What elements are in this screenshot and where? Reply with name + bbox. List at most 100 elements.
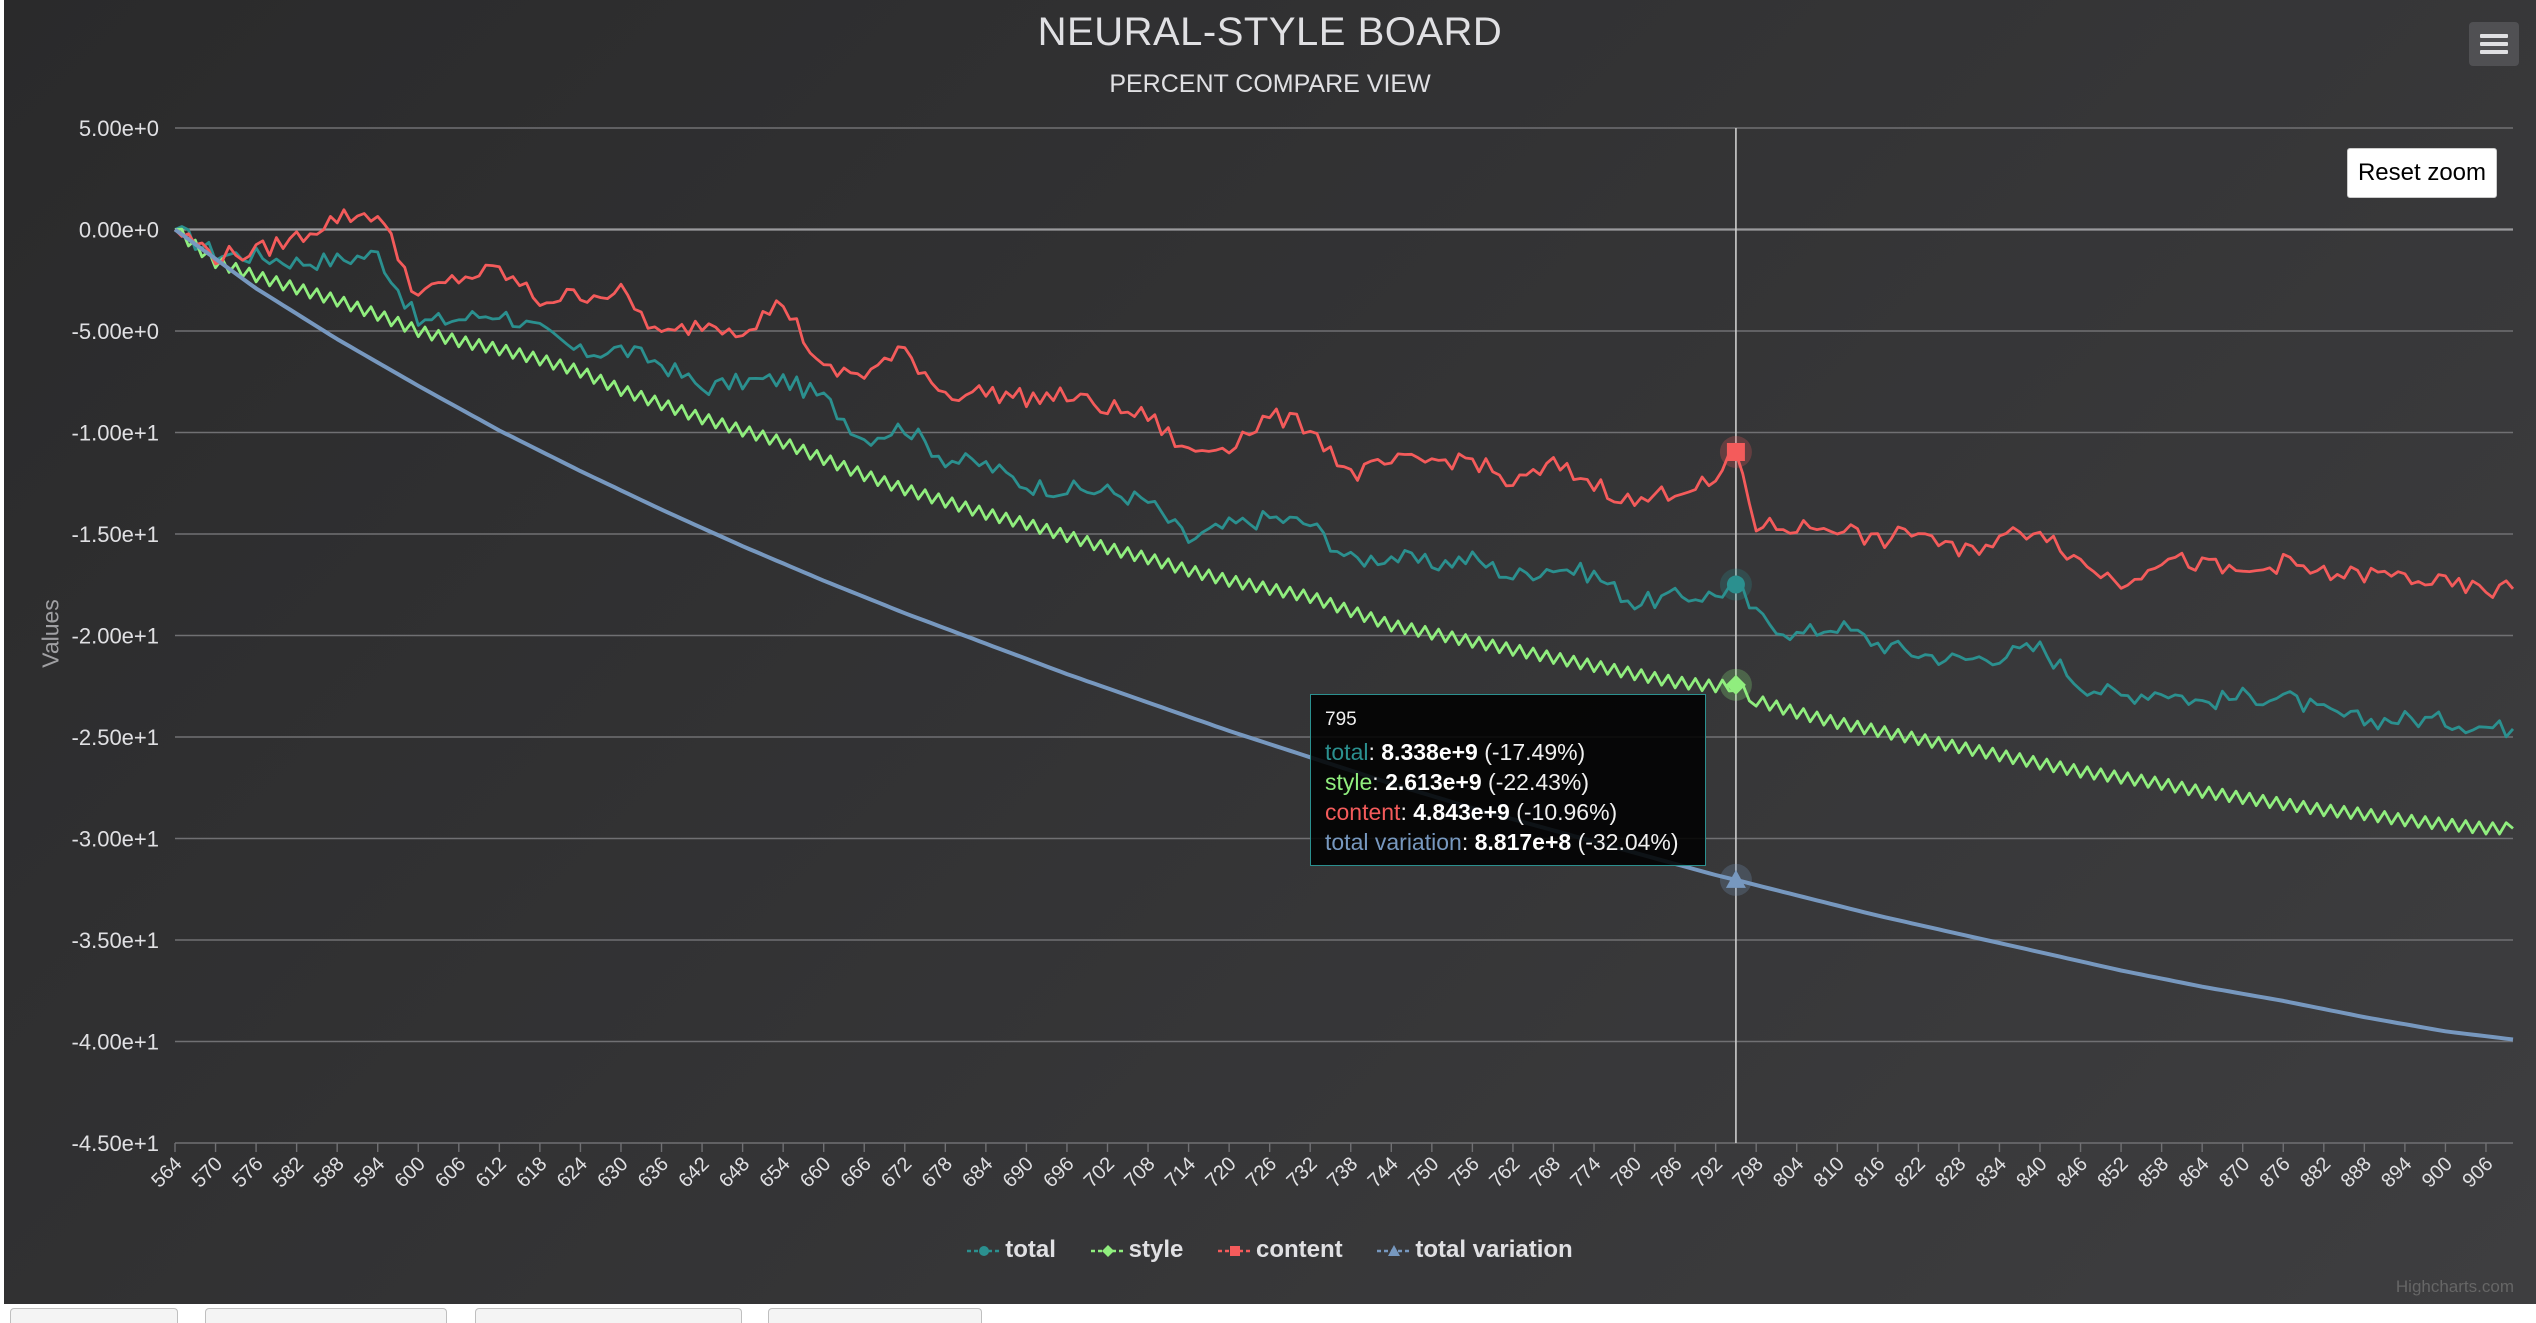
x-tick-label: 576 — [228, 1153, 267, 1192]
legend-item-total[interactable]: total — [967, 1236, 1056, 1264]
x-tick-label: 762 — [1485, 1153, 1524, 1192]
x-tick-label: 618 — [512, 1153, 551, 1192]
x-tick-label: 870 — [2215, 1153, 2254, 1192]
x-tick-label: 654 — [756, 1153, 795, 1192]
y-axis-title: Values — [37, 599, 64, 668]
legend-label: content — [1256, 1236, 1343, 1263]
tooltip-row-style: style: 2.613e+9 (-22.43%) — [1325, 769, 1590, 795]
tooltip-value: 8.817e+8 — [1474, 829, 1572, 855]
x-tick-label: 630 — [593, 1153, 632, 1192]
y-tick-label: -1.00e+1 — [72, 421, 159, 446]
tooltip-value: 8.338e+9 — [1381, 739, 1478, 765]
y-tick-label: -4.50e+1 — [72, 1131, 159, 1156]
series-line-style — [174, 227, 2514, 836]
chart-subtitle: PERCENT COMPARE VIEW — [1109, 70, 1431, 98]
triangle-marker-icon — [1377, 1244, 1412, 1256]
x-tick-label: 738 — [1323, 1153, 1362, 1192]
square-marker-icon — [1218, 1245, 1252, 1256]
legend-item-content[interactable]: content — [1218, 1236, 1343, 1264]
x-tick-label: 750 — [1404, 1153, 1443, 1192]
x-tick-label: 786 — [1647, 1153, 1686, 1192]
tooltip-row-content: content: 4.843e+9 (-10.96%) — [1325, 799, 1618, 825]
bottom-tab-1[interactable] — [10, 1308, 178, 1323]
tooltip-value: 2.613e+9 — [1385, 769, 1482, 795]
hover-marker-circle — [1726, 575, 1745, 594]
x-tick-label: 696 — [1039, 1153, 1078, 1192]
x-tick-label: 828 — [1931, 1153, 1970, 1192]
x-tick-label: 840 — [2012, 1153, 2051, 1192]
x-tick-label: 726 — [1242, 1153, 1281, 1192]
x-tick-label: 732 — [1283, 1153, 1322, 1192]
tooltip-percent: (-22.43%) — [1488, 769, 1590, 795]
y-tick-label: 0.00e+0 — [79, 218, 159, 243]
x-tick-label: 822 — [1891, 1153, 1930, 1192]
x-tick-label: 648 — [715, 1153, 754, 1192]
x-tick-label: 564 — [147, 1153, 186, 1192]
bottom-tab-3[interactable] — [475, 1308, 742, 1323]
menu-button[interactable] — [2469, 22, 2519, 66]
x-tick-label: 816 — [1850, 1153, 1889, 1192]
credits-link[interactable]: Highcharts.com — [2395, 1277, 2514, 1296]
tooltip-label: style — [1325, 769, 1373, 795]
series-line-total-variation — [173, 227, 2514, 1042]
tooltip-header: 795 — [1325, 709, 1357, 730]
x-tick-label: 882 — [2296, 1153, 2335, 1192]
x-tick-label: 846 — [2053, 1153, 2092, 1192]
series-line-content — [174, 208, 2515, 599]
legend-item-total-variation[interactable]: total variation — [1377, 1236, 1573, 1264]
x-axis-labels: 564 570 576 582 588 594 600 606 612 618 624 630 636 6… — [147, 1153, 2497, 1192]
x-tick-label: 690 — [999, 1153, 1038, 1192]
tooltip-percent: (-32.04%) — [1577, 829, 1679, 855]
hover-marker-triangle — [1725, 869, 1746, 888]
tooltip-label: content — [1325, 799, 1401, 825]
y-tick-label: -1.50e+1 — [72, 522, 159, 547]
bottom-tab-2[interactable] — [205, 1308, 447, 1323]
x-tick-label: 906 — [2458, 1153, 2497, 1192]
x-tick-label: 714 — [1161, 1153, 1200, 1192]
y-tick-label: -5.00e+0 — [72, 319, 159, 344]
reset-zoom-button[interactable]: Reset zoom — [2347, 148, 2497, 198]
legend-label: style — [1128, 1236, 1184, 1263]
x-tick-label: 798 — [1729, 1153, 1768, 1192]
x-tick-label: 900 — [2418, 1153, 2457, 1192]
legend-label: total variation — [1415, 1236, 1573, 1263]
x-tick-label: 636 — [634, 1153, 673, 1192]
legend-label: total — [1005, 1236, 1056, 1263]
y-tick-label: -2.50e+1 — [72, 725, 159, 750]
x-tick-label: 606 — [431, 1153, 470, 1192]
x-tick-label: 588 — [310, 1153, 349, 1192]
x-tick-label: 702 — [1080, 1153, 1119, 1192]
x-tick-label: 864 — [2175, 1153, 2214, 1192]
legend-item-style[interactable]: style — [1090, 1236, 1184, 1264]
x-tick-label: 852 — [2093, 1153, 2132, 1192]
x-tick-label: 774 — [1566, 1153, 1605, 1192]
tooltip-row-total-variation: total variation: 8.817e+8 (-32.04%) — [1325, 829, 1679, 855]
circle-marker-icon — [967, 1245, 1002, 1256]
x-tick-label: 660 — [796, 1153, 835, 1192]
x-tick-label: 666 — [837, 1153, 876, 1192]
x-tick-label: 684 — [958, 1153, 997, 1192]
x-tick-label: 570 — [188, 1153, 227, 1192]
tooltip-row-total: total: 8.338e+9 (-17.49%) — [1325, 739, 1586, 765]
x-tick-label: 600 — [391, 1153, 430, 1192]
chart-svg: 5.00e+0 0.00e+0 -5.00e+0 -1.00e+1 -1.50e+1 -2… — [72, 116, 2515, 1192]
y-axis-labels: 5.00e+0 0.00e+0 -5.00e+0 -1.00e+1 -1.50e+1 -2… — [72, 116, 159, 1156]
x-tick-label: 834 — [1972, 1153, 2011, 1192]
x-tick-label: 888 — [2337, 1153, 2376, 1192]
x-tick-label: 876 — [2256, 1153, 2295, 1192]
tooltip-percent: (-17.49%) — [1484, 739, 1586, 765]
x-tick-label: 582 — [269, 1153, 308, 1192]
x-tick-label: 594 — [350, 1153, 389, 1192]
hover-marker-diamond — [1725, 674, 1746, 695]
y-tick-label: -2.00e+1 — [72, 624, 159, 649]
x-tick-label: 894 — [2377, 1153, 2416, 1192]
y-tick-label: -3.50e+1 — [72, 928, 159, 953]
tooltip: 795 total: 8.338e+9 (-17.49%) style: 2.6… — [1310, 694, 1706, 866]
series-layer — [173, 208, 2515, 1042]
x-tick-label: 744 — [1364, 1153, 1403, 1192]
y-tick-label: 5.00e+0 — [79, 116, 159, 141]
chart-container: 5.00e+0 0.00e+0 -5.00e+0 -1.00e+1 -1.50e+1 -2… — [4, 0, 2536, 1304]
x-tick-label: 804 — [1769, 1153, 1808, 1192]
bottom-tab-4[interactable] — [768, 1308, 982, 1323]
y-tick-label: -3.00e+1 — [72, 827, 159, 852]
